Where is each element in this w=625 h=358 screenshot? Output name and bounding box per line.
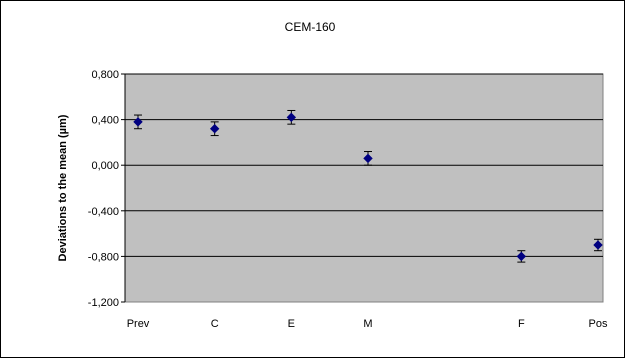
data-point-c [209,121,220,137]
x-tick-label: E [288,318,295,330]
data-points [133,109,603,263]
x-tick-label: M [363,318,372,330]
plot-area [124,73,604,303]
diamond-marker [593,240,603,250]
y-tick-label: 0,800 [91,69,119,81]
diamond-marker [286,112,297,123]
y-axis-ticks: 0,800 0,400 0,000 -0,400 -0,800 -1,200 [88,69,126,309]
data-point-m [363,151,373,166]
diamond-marker [516,251,527,262]
y-tick-label: -0,400 [88,206,119,218]
x-axis-ticks: Prev C E M F Pos [127,318,608,330]
data-point-prev [133,114,143,130]
x-tick-label: F [518,318,525,330]
y-tick-label: -0,800 [88,251,119,263]
y-tick-label: 0,400 [91,115,119,127]
diamond-marker [363,153,373,164]
y-tick-label: -1,200 [88,297,119,309]
chart-title: CEM-160 [285,20,336,34]
data-point-pos [593,238,603,252]
y-tick-label: 0,000 [91,160,119,172]
y-axis-label: Deviations to the mean (µm) [57,114,69,261]
x-tick-label: C [211,318,219,330]
x-tick-label: Prev [127,318,150,330]
diamond-marker [133,117,143,127]
data-point-e [286,109,297,125]
data-point-f [516,250,527,263]
x-tick-label: Pos [589,318,608,330]
diamond-marker [209,124,220,134]
